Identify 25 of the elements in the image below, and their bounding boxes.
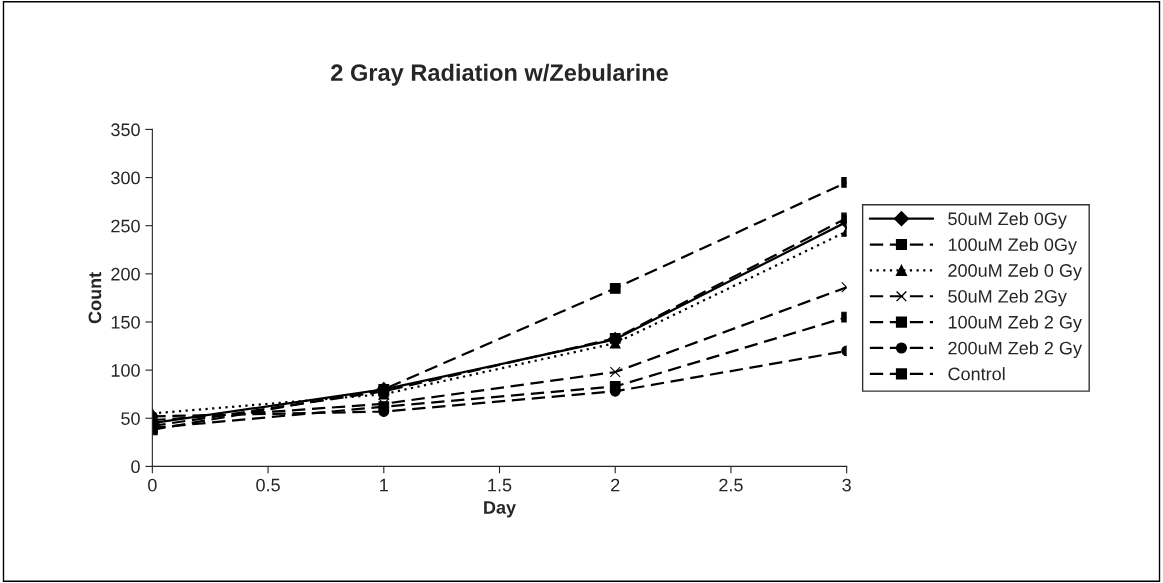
x-tick-label: 2.5 <box>719 478 743 492</box>
legend-label: 50uM Zeb 0Gy <box>948 211 1067 229</box>
legend-label: 200uM Zeb 0 Gy <box>948 263 1082 281</box>
legend-label: 100uM Zeb 2 Gy <box>948 315 1082 333</box>
y-tick-label: 300 <box>111 171 140 185</box>
y-tick-label: 250 <box>111 219 140 233</box>
y-axis-title: Count <box>88 272 102 324</box>
y-tick-label: 350 <box>111 123 140 137</box>
y-tick-label: 100 <box>111 364 140 377</box>
legend-label: 50uM Zeb 2Gy <box>948 289 1067 307</box>
x-tick-label: 1 <box>380 478 388 492</box>
x-tick-label: 3 <box>842 478 851 492</box>
y-tick-label: 0 <box>131 460 140 474</box>
x-tick-label: 1.5 <box>488 478 512 492</box>
legend-label: 200uM Zeb 2 Gy <box>948 341 1082 359</box>
x-tick-label: 0 <box>148 478 157 492</box>
legend-label: 100uM Zeb 0Gy <box>948 237 1077 255</box>
x-tick-label: 0.5 <box>256 478 280 492</box>
x-axis-title: Day <box>484 501 516 518</box>
y-tick-label: 50 <box>121 412 140 425</box>
x-tick-label: 2 <box>611 478 620 492</box>
legend-label: Control <box>948 367 1005 381</box>
y-tick-label: 200 <box>111 267 140 281</box>
y-tick-label: 150 <box>111 315 140 329</box>
chart-title: 2 Gray Radiation w/Zebularine <box>331 63 668 86</box>
